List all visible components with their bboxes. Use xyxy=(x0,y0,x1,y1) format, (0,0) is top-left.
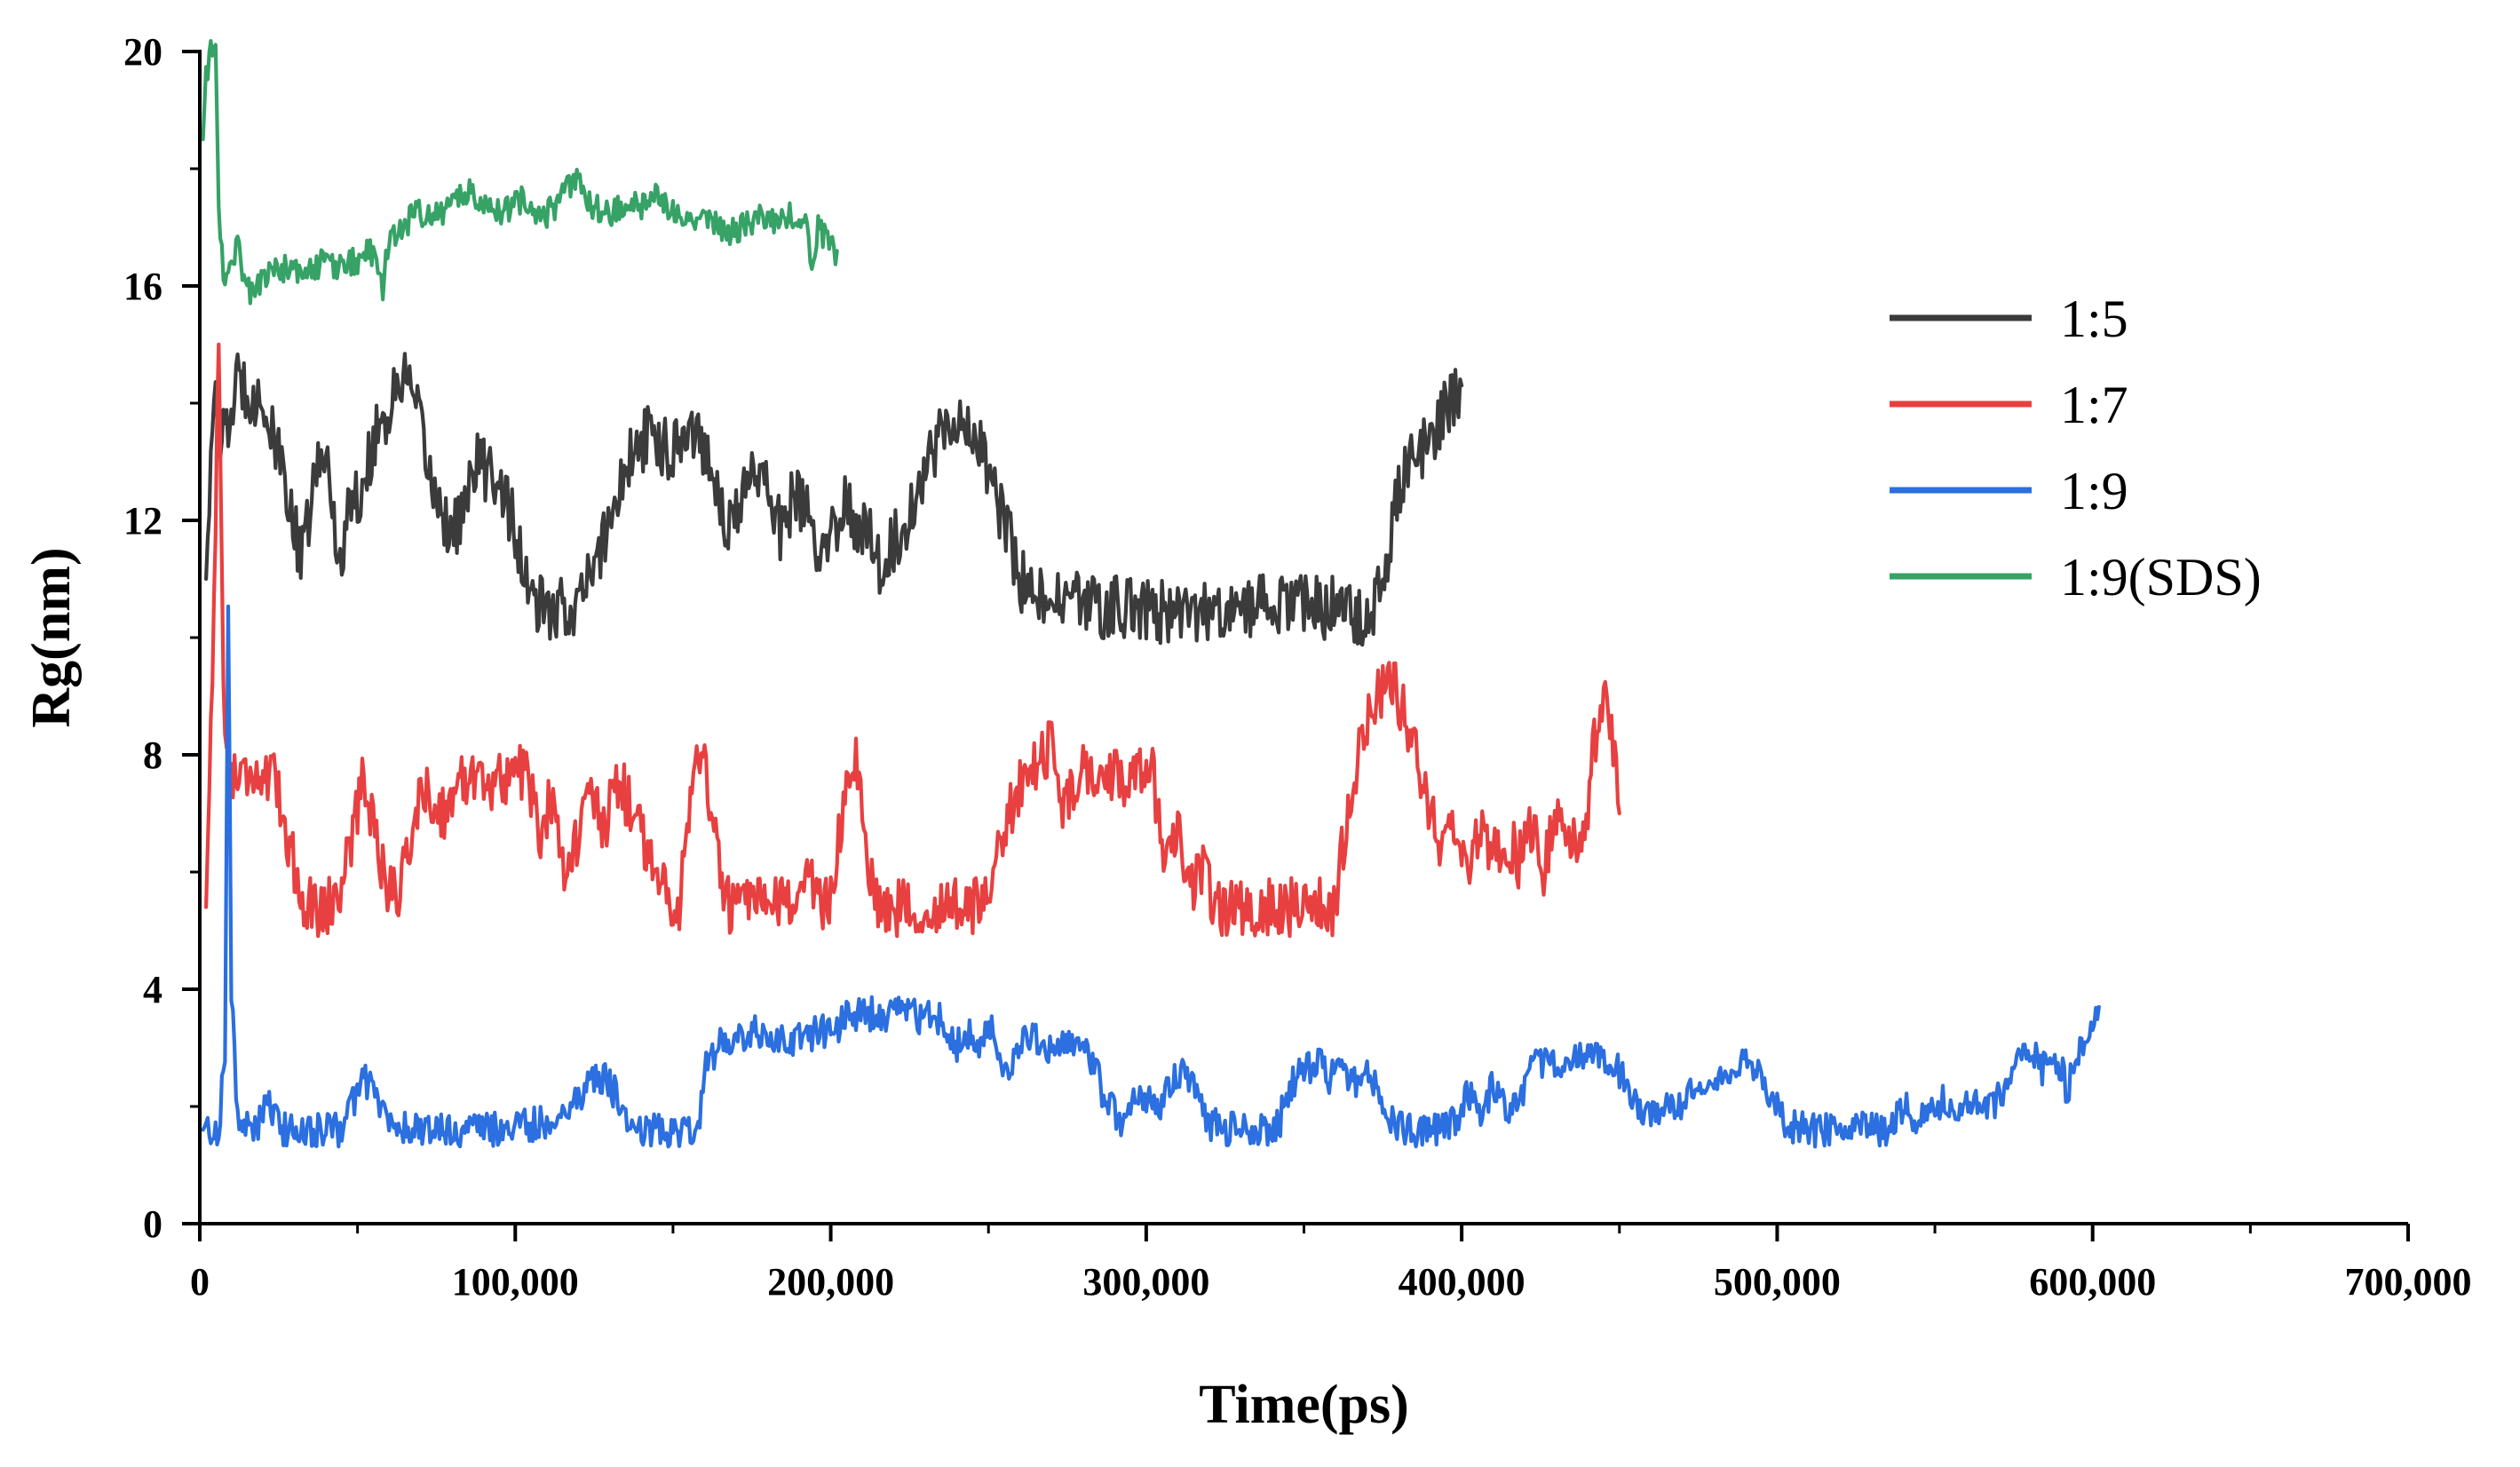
x-tick-label: 500,000 xyxy=(1714,1260,1841,1304)
y-axis-ticks: 0 4 8 12 16 20 xyxy=(123,30,200,1246)
legend-label: 1:5 xyxy=(2060,289,2128,348)
series-line-1:5 xyxy=(204,352,1464,647)
y-tick-label: 4 xyxy=(143,968,162,1011)
x-tick-label: 200,000 xyxy=(767,1260,894,1304)
x-tick-label: 100,000 xyxy=(452,1260,579,1304)
y-tick-label: 16 xyxy=(123,265,162,308)
series-layer xyxy=(201,39,2101,1149)
x-axis-ticks: 0 100,000 200,000 300,000 400,000 500,000 600,… xyxy=(190,1224,2472,1304)
series-line-1:9 xyxy=(201,604,2101,1149)
y-tick-label: 12 xyxy=(123,499,162,543)
y-axis-title: Rg(nm) xyxy=(21,547,82,727)
series-line-1:9(SDS) xyxy=(201,39,839,305)
legend-label: 1:9(SDS) xyxy=(2060,548,2262,607)
axes-layer xyxy=(198,50,2408,1225)
x-tick-label: 700,000 xyxy=(2345,1260,2472,1304)
x-tick-label: 0 xyxy=(190,1260,210,1304)
x-axis-title: Time(ps) xyxy=(1199,1375,1409,1435)
x-tick-label: 600,000 xyxy=(2029,1260,2156,1304)
y-tick-label: 20 xyxy=(123,30,162,74)
legend-label: 1:7 xyxy=(2060,376,2128,434)
x-tick-label: 300,000 xyxy=(1082,1260,1209,1304)
y-tick-label: 8 xyxy=(143,734,162,777)
y-tick-label: 0 xyxy=(143,1202,162,1246)
legend: 1:5 1:7 1:9 1:9(SDS) xyxy=(1890,289,2262,607)
series-line-1:7 xyxy=(204,342,1621,939)
legend-label: 1:9 xyxy=(2060,462,2128,520)
x-tick-label: 400,000 xyxy=(1399,1260,1525,1304)
